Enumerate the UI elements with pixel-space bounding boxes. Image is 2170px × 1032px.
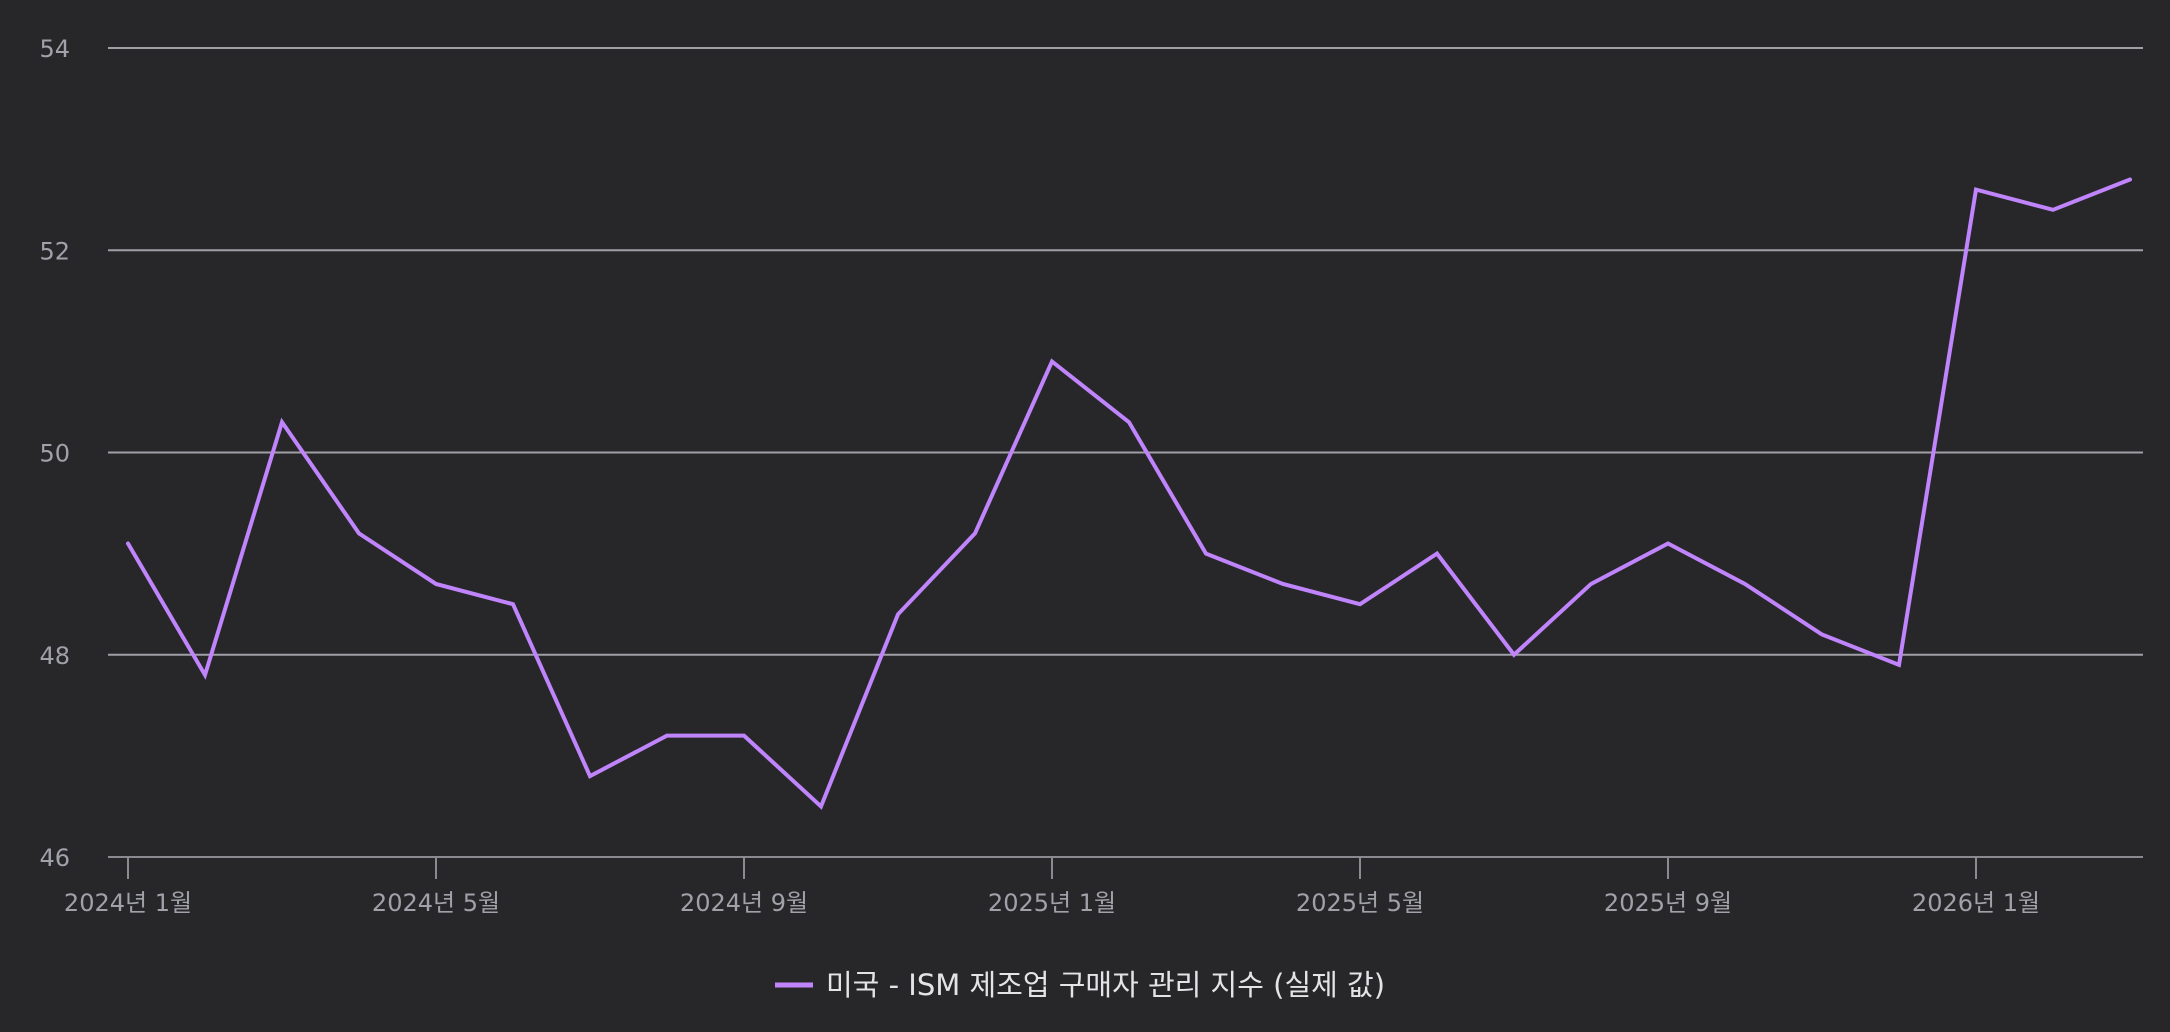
y-tick-label: 46 xyxy=(39,844,70,872)
y-tick-label: 50 xyxy=(39,440,70,468)
x-tick-label: 2025년 5월 xyxy=(1296,889,1424,917)
data-point[interactable] xyxy=(1662,538,1674,550)
data-point[interactable] xyxy=(892,608,904,620)
x-tick-label: 2024년 5월 xyxy=(372,889,500,917)
legend-label[interactable]: 미국 - ISM 제조업 구매자 관리 지수 (실제 값) xyxy=(826,968,1385,1002)
x-tick-label: 2025년 1월 xyxy=(988,889,1116,917)
data-point[interactable] xyxy=(584,770,596,782)
data-point[interactable] xyxy=(1354,598,1366,610)
data-point[interactable] xyxy=(738,730,750,742)
legend[interactable]: 미국 - ISM 제조업 구매자 관리 지수 (실제 값) xyxy=(775,968,1385,1002)
data-point[interactable] xyxy=(353,527,365,539)
data-point[interactable] xyxy=(2124,173,2136,185)
y-tick-label: 48 xyxy=(39,642,70,670)
data-point[interactable] xyxy=(1277,578,1289,590)
data-point[interactable] xyxy=(815,800,827,812)
y-tick-label: 52 xyxy=(39,237,70,265)
data-point[interactable] xyxy=(1970,184,1982,196)
data-point[interactable] xyxy=(1508,649,1520,661)
series-line[interactable] xyxy=(126,177,2132,810)
y-tick-label: 54 xyxy=(39,35,70,63)
x-tick-label: 2025년 9월 xyxy=(1604,889,1732,917)
data-point[interactable] xyxy=(2047,204,2059,216)
data-point[interactable] xyxy=(1123,416,1135,428)
x-tick-label: 2024년 9월 xyxy=(680,889,808,917)
data-point[interactable] xyxy=(1739,578,1751,590)
data-point[interactable] xyxy=(199,669,211,681)
x-tick-label: 2024년 1월 xyxy=(64,889,192,917)
data-point[interactable] xyxy=(430,578,442,590)
data-point[interactable] xyxy=(122,538,134,550)
x-axis: 2024년 1월 2024년 5월 2024년 9월 2025년 1월 2025년 5월… xyxy=(64,856,2143,917)
data-point[interactable] xyxy=(1816,629,1828,641)
data-point[interactable] xyxy=(1893,659,1905,671)
x-tick-label: 2026년 1월 xyxy=(1912,889,2040,917)
series-layer xyxy=(122,173,2136,812)
data-point[interactable] xyxy=(1046,355,1058,367)
data-point[interactable] xyxy=(1585,578,1597,590)
data-point[interactable] xyxy=(969,527,981,539)
data-point[interactable] xyxy=(507,598,519,610)
data-point[interactable] xyxy=(276,416,288,428)
y-axis: 46 48 50 52 54 xyxy=(39,35,70,872)
data-point[interactable] xyxy=(661,730,673,742)
data-point[interactable] xyxy=(1200,548,1212,560)
data-point[interactable] xyxy=(1431,548,1443,560)
gridlines xyxy=(108,47,2143,656)
